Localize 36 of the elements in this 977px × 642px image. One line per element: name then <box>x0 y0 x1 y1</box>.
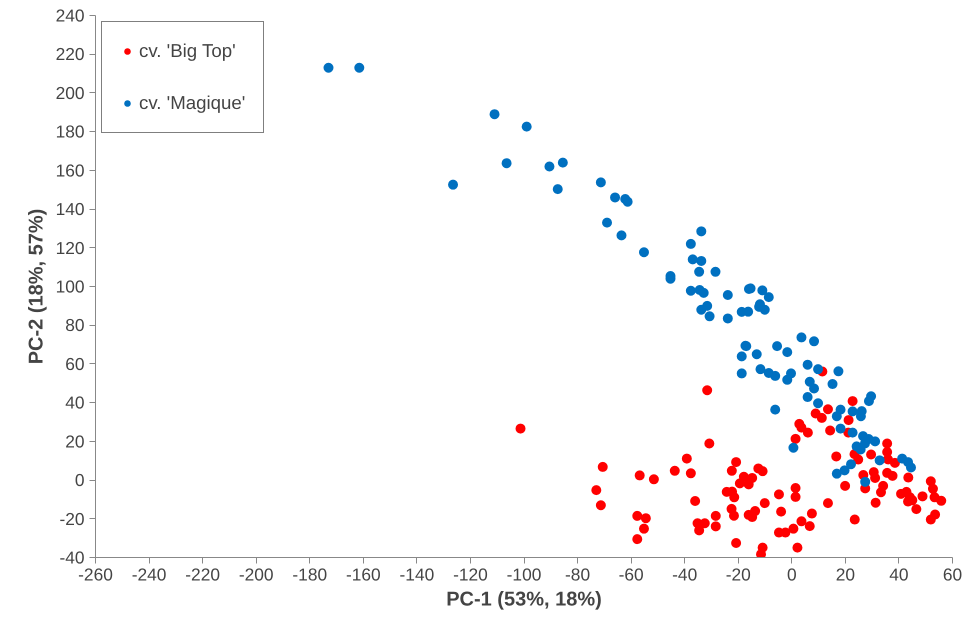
x-tick-label: -80 <box>565 564 590 584</box>
y-tick-label: 60 <box>65 354 85 374</box>
y-axis-title: PC-2 (18%, 57%) <box>26 208 48 364</box>
y-tick-label: 120 <box>56 238 85 258</box>
y-tick-label: 200 <box>56 82 85 103</box>
y-tick-label: -40 <box>59 548 84 568</box>
x-tick-label: -60 <box>618 564 644 584</box>
x-tick-label: 40 <box>889 564 909 584</box>
y-tick-label: 220 <box>56 44 85 64</box>
x-tick-label: 60 <box>942 564 962 584</box>
x-tick-label: -40 <box>672 564 698 584</box>
y-tick-label: 160 <box>56 160 85 180</box>
y-tick-label: 140 <box>56 199 85 220</box>
x-axis-title: PC-1 (53%, 18%) <box>446 588 602 610</box>
x-tick-label: -160 <box>346 564 381 584</box>
y-tick-label: 20 <box>65 431 85 452</box>
x-tick-label: 20 <box>836 564 856 584</box>
y-tick-label: 40 <box>65 392 85 413</box>
x-tick-label: -20 <box>726 564 751 584</box>
x-tick-label: -100 <box>506 564 542 584</box>
x-tick-label: -260 <box>78 564 113 584</box>
y-tick-label: 0 <box>74 470 85 490</box>
x-tick-label: -200 <box>238 564 274 584</box>
legend-label: cv. 'Big Top' <box>139 40 236 62</box>
x-tick-label: -120 <box>453 564 488 584</box>
x-tick-label: -240 <box>132 564 166 584</box>
y-tick-label: -20 <box>59 508 84 529</box>
y-tick-label: 240 <box>56 6 85 26</box>
x-tick-label: -220 <box>185 564 220 584</box>
legend-label: cv. 'Magique' <box>139 92 246 114</box>
x-tick-label: -180 <box>292 564 328 584</box>
y-tick-label: 100 <box>56 276 85 296</box>
y-tick-label: 80 <box>65 315 85 336</box>
x-tick-label: -140 <box>400 564 434 584</box>
x-tick-label: 0 <box>786 564 797 584</box>
y-tick-label: 180 <box>56 122 85 142</box>
